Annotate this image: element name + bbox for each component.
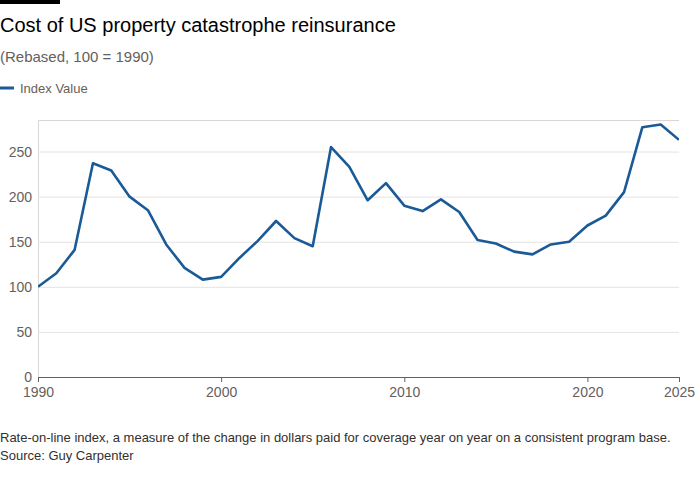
grid-line [38, 287, 679, 288]
line [38, 125, 679, 287]
x-axis-line [39, 378, 680, 383]
y-tick: 100 [9, 279, 679, 295]
note: Rate-on-line index, a measure of the cha… [0, 430, 671, 445]
plot: 0 50 100 150 200 250 1990 2000 2010 2020 2025 [9, 121, 696, 400]
y-tick: 150 [9, 234, 679, 250]
source: Source: Guy Carpenter [0, 448, 134, 463]
y-tick-label: 50 [16, 324, 32, 340]
grid-line [38, 332, 679, 333]
grid-line [38, 152, 679, 153]
x-tick: 2025 [664, 377, 695, 400]
y-tick: 50 [16, 324, 679, 340]
y-tick-label: 200 [9, 189, 33, 205]
x-tick-label: 2020 [572, 384, 603, 400]
brand-bar [0, 0, 60, 4]
x-tick-label: 1990 [23, 384, 54, 400]
y-tick-label: 100 [9, 279, 33, 295]
y-tick-label: 0 [24, 369, 32, 385]
x-tick-label: 2000 [206, 384, 237, 400]
x-axis: 1990 2000 2010 2020 2025 [23, 377, 695, 400]
grid-line [38, 242, 679, 243]
y-tick: 200 [9, 189, 679, 205]
chart: Cost of US property catastrophe reinsura… [0, 0, 700, 500]
subtitle: (Rebased, 100 = 1990) [0, 48, 154, 65]
x-tick-mark [38, 377, 39, 382]
x-tick: 2000 [206, 377, 237, 400]
x-tick-mark [221, 377, 222, 382]
legend-item: Index Value [0, 81, 88, 96]
y-axis-line [39, 121, 680, 378]
legend-swatch [0, 87, 14, 90]
y-tick-label: 250 [9, 144, 33, 160]
x-tick-label: 2010 [389, 384, 420, 400]
x-tick: 1990 [23, 377, 54, 400]
y-tick-label: 150 [9, 234, 33, 250]
x-tick-mark [679, 377, 680, 382]
y-tick: 0 [24, 369, 679, 385]
legend-label: Index Value [20, 81, 88, 96]
y-tick: 250 [9, 144, 679, 160]
grid-line [38, 197, 679, 198]
y-axis: 0 50 100 150 200 250 [9, 121, 679, 385]
x-tick-label: 2025 [664, 384, 695, 400]
x-tick: 2020 [572, 377, 603, 400]
x-tick-mark [404, 377, 405, 382]
title: Cost of US property catastrophe reinsura… [0, 14, 396, 36]
x-tick-mark [587, 377, 588, 382]
x-tick: 2010 [389, 377, 420, 400]
lines [38, 125, 679, 287]
